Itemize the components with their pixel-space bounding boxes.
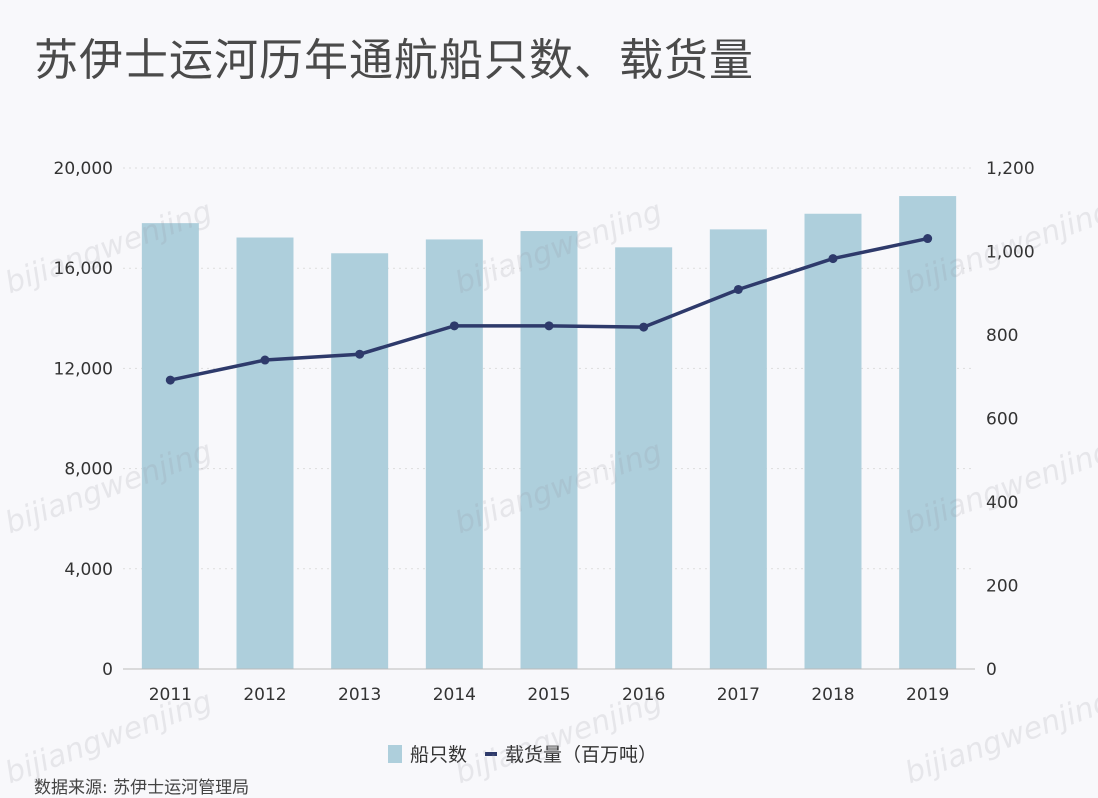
y-right-tick-label: 0 bbox=[986, 660, 997, 680]
y-left-tick-label: 16,000 bbox=[54, 259, 113, 279]
point-cargo-2018 bbox=[828, 254, 838, 264]
legend-label-ships: 船只数 bbox=[410, 744, 468, 766]
point-cargo-2013 bbox=[355, 349, 365, 359]
y-left-tick-label: 12,000 bbox=[54, 359, 113, 379]
x-tick-label: 2015 bbox=[527, 685, 570, 705]
y-right-tick-label: 800 bbox=[986, 326, 1018, 346]
bar-ships-2016 bbox=[615, 247, 673, 669]
point-cargo-2016 bbox=[639, 322, 649, 332]
y-left-tick-label: 4,000 bbox=[64, 560, 113, 580]
legend-swatch-line bbox=[485, 751, 498, 756]
legend-swatch-bar bbox=[388, 744, 402, 763]
point-cargo-2014 bbox=[449, 321, 459, 331]
x-tick-label: 2011 bbox=[149, 685, 192, 705]
bar-ships-2011 bbox=[141, 223, 199, 669]
y-right-tick-label: 1,200 bbox=[986, 159, 1035, 179]
x-tick-label: 2019 bbox=[906, 685, 949, 705]
chart-title: 苏伊士运河历年通航船只数、载货量 bbox=[34, 35, 754, 86]
y-right-tick-label: 600 bbox=[986, 410, 1018, 430]
legend-label-cargo: 载货量（百万吨） bbox=[505, 744, 658, 766]
x-tick-label: 2016 bbox=[622, 685, 665, 705]
y-right-tick-label: 400 bbox=[986, 493, 1018, 513]
source-note: 数据来源: 苏伊士运河管理局 bbox=[34, 778, 250, 798]
x-tick-label: 2017 bbox=[717, 685, 760, 705]
y-left-tick-label: 20,000 bbox=[54, 159, 113, 179]
y-right-tick-label: 1,000 bbox=[986, 243, 1035, 263]
legend: 船只数 载货量（百万吨） bbox=[388, 740, 657, 767]
y-right-tick-label: 200 bbox=[986, 577, 1018, 597]
point-cargo-2017 bbox=[733, 284, 743, 294]
bar-ships-2012 bbox=[236, 237, 294, 670]
y-left-tick-label: 8,000 bbox=[64, 460, 113, 480]
bar-ships-2014 bbox=[425, 239, 483, 669]
point-cargo-2019 bbox=[923, 234, 933, 244]
point-cargo-2012 bbox=[260, 355, 270, 365]
point-cargo-2011 bbox=[165, 375, 175, 385]
bar-ships-2019 bbox=[899, 196, 957, 669]
point-cargo-2015 bbox=[544, 321, 554, 331]
x-tick-label: 2018 bbox=[811, 685, 854, 705]
y-left-tick-label: 0 bbox=[102, 660, 113, 680]
bar-ships-2013 bbox=[331, 253, 389, 669]
x-tick-label: 2013 bbox=[338, 685, 381, 705]
bar-ships-2015 bbox=[520, 231, 578, 670]
bar-ships-2017 bbox=[709, 229, 767, 669]
bar-ships-2018 bbox=[804, 213, 862, 669]
x-tick-label: 2012 bbox=[243, 685, 286, 705]
x-tick-label: 2014 bbox=[433, 685, 476, 705]
